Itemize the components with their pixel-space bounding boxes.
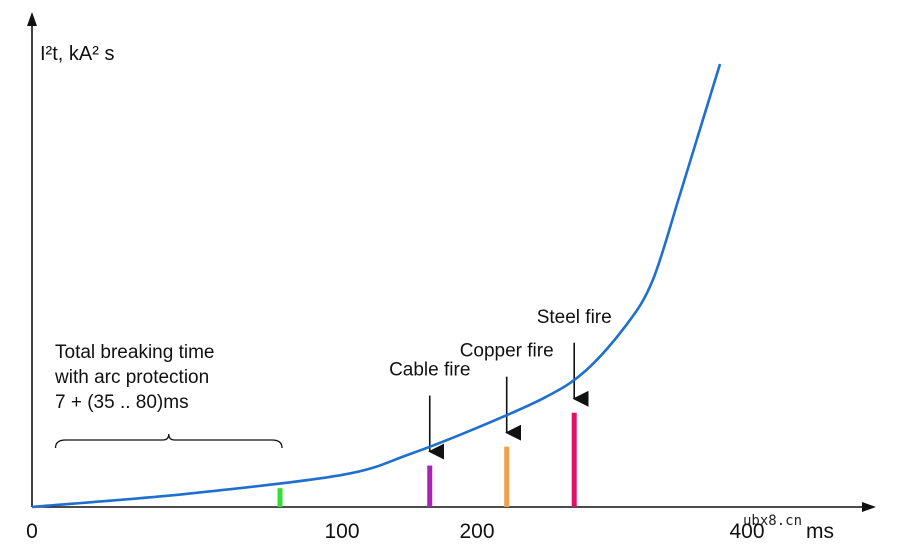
annotation-line: with arc protection <box>54 367 209 388</box>
marker-label: Cable fire <box>389 360 470 381</box>
x-tick-label: 400 <box>729 520 764 543</box>
annotation-line: 7 + (35 .. 80)ms <box>55 392 189 413</box>
range-brace <box>54 433 283 449</box>
x-tick-label: 200 <box>459 520 494 543</box>
x-axis-label: ms <box>806 520 834 543</box>
y-axis-label: I²t, kA² s <box>40 43 114 65</box>
x-tick-label: 0 <box>26 520 38 543</box>
i2t-curve <box>31 63 722 509</box>
marker-label: Copper fire <box>460 341 554 362</box>
marker-label: Steel fire <box>537 307 612 328</box>
breaking-time-annotation: Total breaking time with arc protection 7 … <box>54 342 283 449</box>
annotation-line: Total breaking time <box>55 342 214 363</box>
x-tick-label: 100 <box>324 520 359 543</box>
x-axis-arrow <box>862 502 876 512</box>
watermark: ubx8.cn <box>743 513 802 529</box>
y-axis-arrow <box>27 12 37 26</box>
